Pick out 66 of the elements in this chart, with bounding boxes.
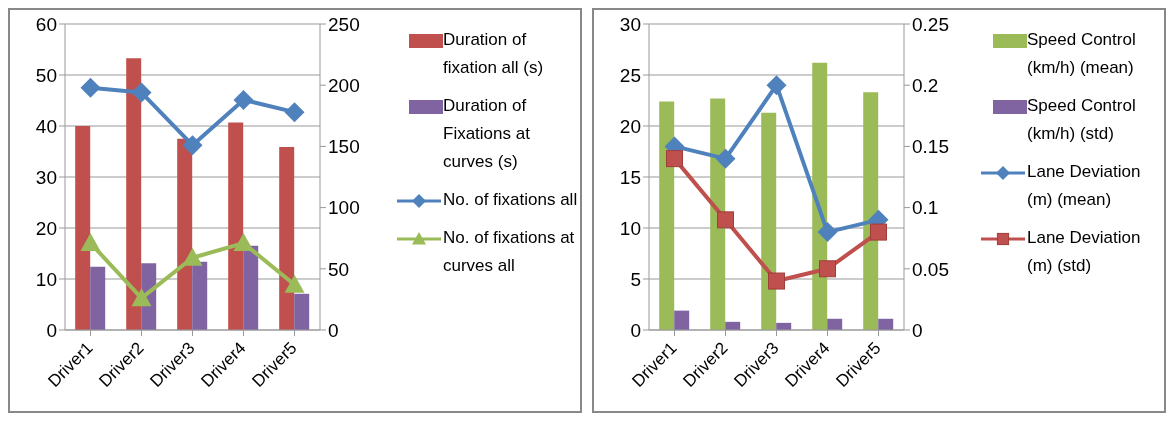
point [80, 77, 101, 98]
y-tick-label: 5 [630, 268, 641, 290]
point [284, 102, 305, 123]
y-tick-label: 50 [35, 64, 57, 86]
y-tick-label: 25 [619, 64, 641, 86]
point [819, 260, 836, 278]
point [80, 233, 101, 252]
point [233, 89, 254, 110]
y-tick-label: 10 [619, 217, 641, 239]
y2-tick-label: 50 [328, 258, 350, 280]
legend-label: No. of fixations all [443, 189, 578, 211]
legend-label: Duration of fixation all (s) [443, 29, 545, 79]
y2-tick-label: 0.05 [912, 258, 949, 280]
point [715, 148, 736, 169]
point [131, 288, 152, 307]
legend-label: Speed Control (km/h) (mean) [1027, 29, 1137, 79]
bar [126, 58, 142, 330]
point [233, 233, 254, 252]
bar [294, 293, 310, 330]
legend-label: Speed Control (km/h) (std) [1027, 95, 1137, 145]
point [817, 222, 838, 243]
point [717, 211, 734, 229]
y-tick-label: 30 [35, 166, 57, 188]
y-tick-label: 60 [35, 13, 57, 35]
y2-tick-label: 0.2 [912, 74, 939, 96]
bar [761, 112, 777, 330]
y-tick-label: 0 [630, 319, 641, 341]
y-tick-label: 30 [619, 13, 641, 35]
point [182, 247, 203, 266]
bar [710, 98, 726, 330]
bar [75, 126, 91, 330]
legend-label: Lane Deviation (m) (std) [1027, 227, 1142, 277]
bar [279, 146, 295, 330]
y2-tick-label: 0.15 [912, 136, 949, 158]
point [182, 135, 203, 156]
y-tick-label: 0 [46, 319, 57, 341]
y-tick-label: 20 [35, 217, 57, 239]
legend-label: Lane Deviation (m) (mean) [1027, 161, 1142, 211]
y-tick-label: 10 [35, 268, 57, 290]
y2-tick-label: 0.1 [912, 197, 939, 219]
y2-tick-label: 200 [328, 74, 360, 96]
bar [192, 261, 208, 330]
point [768, 272, 785, 290]
bar [674, 310, 690, 330]
point [870, 223, 887, 241]
bar [659, 101, 675, 330]
y-tick-label: 15 [619, 166, 641, 188]
bar [228, 122, 244, 330]
legend-label: Duration of Fixations at curves (s) [443, 95, 531, 173]
y2-tick-label: 0 [912, 319, 923, 341]
point [284, 274, 305, 293]
point [131, 82, 152, 103]
bar [177, 138, 193, 330]
legend-label: No. of fixations at curves all [443, 227, 576, 277]
bar [863, 92, 879, 330]
point [766, 75, 787, 96]
y2-tick-label: 250 [328, 13, 360, 35]
y-tick-label: 20 [619, 115, 641, 137]
bar [243, 245, 259, 330]
y2-tick-label: 100 [328, 197, 360, 219]
point [666, 150, 683, 168]
bar [90, 266, 106, 330]
y2-tick-label: 0.25 [912, 13, 949, 35]
y-tick-label: 40 [35, 115, 57, 137]
y2-tick-label: 150 [328, 136, 360, 158]
y2-tick-label: 0 [328, 319, 339, 341]
